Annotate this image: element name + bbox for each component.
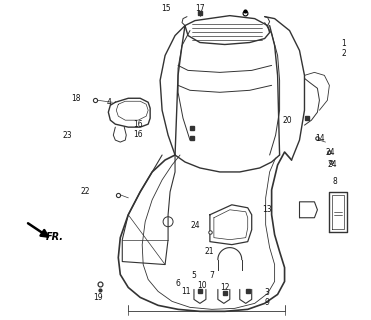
Text: 7: 7 (210, 271, 214, 280)
Text: 20: 20 (283, 116, 292, 125)
Text: 13: 13 (262, 205, 272, 214)
Text: 3
9: 3 9 (264, 288, 269, 307)
Text: 14: 14 (315, 133, 325, 143)
Text: FR.: FR. (46, 232, 63, 242)
Text: 8: 8 (332, 177, 337, 187)
Text: 16: 16 (134, 130, 143, 139)
Text: 5: 5 (191, 271, 196, 280)
Text: 6: 6 (175, 279, 180, 288)
Text: 18: 18 (71, 94, 81, 103)
Text: 22: 22 (81, 188, 91, 196)
Text: 1
2: 1 2 (341, 39, 346, 58)
Text: 21: 21 (204, 247, 214, 256)
Text: 15: 15 (161, 4, 171, 13)
Text: 23: 23 (63, 131, 72, 140)
Text: 24: 24 (190, 221, 200, 230)
Text: 16: 16 (134, 120, 143, 129)
Text: 11: 11 (181, 287, 191, 296)
Text: 12: 12 (220, 283, 230, 292)
Text: 24: 24 (325, 148, 335, 156)
Text: 19: 19 (93, 293, 103, 302)
Text: 4: 4 (106, 98, 111, 107)
Text: 24: 24 (327, 160, 337, 170)
Text: 17: 17 (195, 4, 205, 13)
Text: 10: 10 (197, 281, 207, 290)
